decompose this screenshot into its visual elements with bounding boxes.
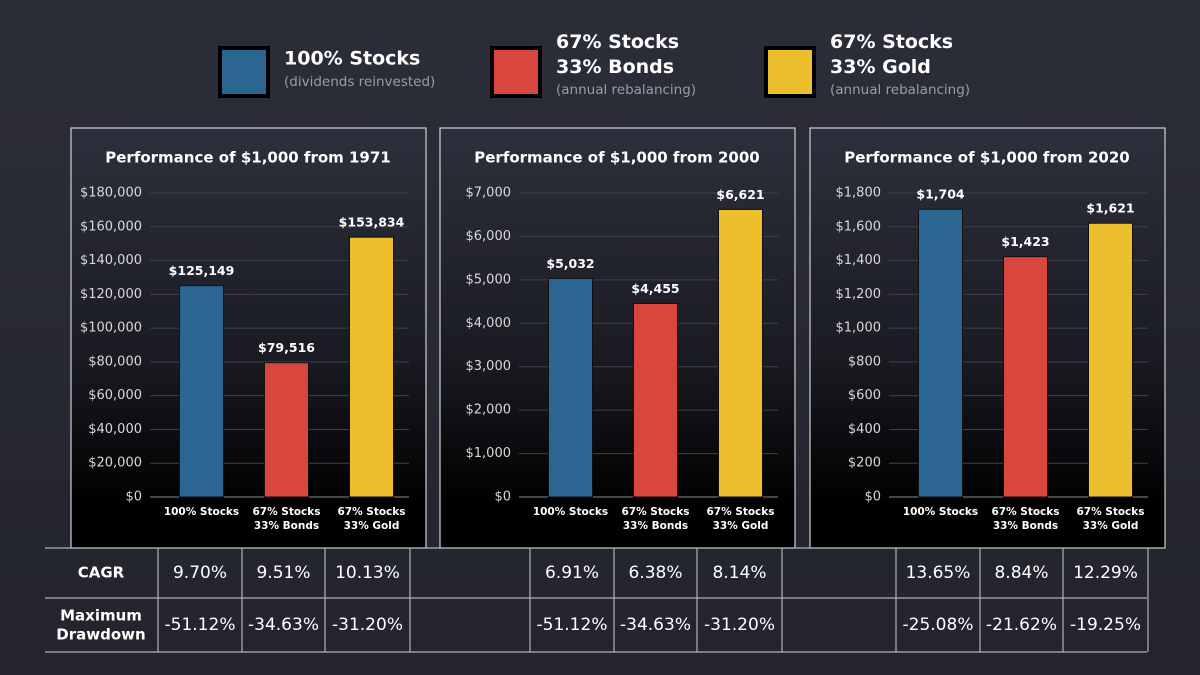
y-tick-label: $7,000	[466, 186, 512, 201]
y-tick-label: $40,000	[88, 422, 142, 437]
y-tick-label: $0	[864, 490, 881, 505]
legend-label: 67% Stocks 33% Gold	[830, 31, 953, 78]
y-tick-label: $5,000	[466, 272, 512, 287]
y-tick-label: $1,600	[836, 219, 882, 234]
y-tick-label: $1,000	[466, 446, 512, 461]
y-tick-label: $140,000	[80, 253, 142, 268]
bar	[1088, 222, 1133, 498]
y-tick-label: $0	[494, 490, 511, 505]
y-tick-label: $60,000	[88, 388, 142, 403]
x-tick-label: 67% Stocks 33% Bonds	[991, 506, 1059, 532]
table-cell: -34.63%	[248, 615, 319, 635]
table-cell: -21.62%	[986, 615, 1057, 635]
legend-label: 100% Stocks	[284, 48, 420, 70]
table-cell: 10.13%	[335, 563, 400, 583]
y-tick-label: $80,000	[88, 354, 142, 369]
table-cell: -31.20%	[332, 615, 403, 635]
x-tick-label: 67% Stocks 33% Gold	[706, 506, 774, 532]
legend-note: (annual rebalancing)	[556, 82, 696, 98]
table-cell: 12.29%	[1073, 563, 1138, 583]
value-label: $153,834	[339, 215, 405, 230]
table-cell: 9.51%	[256, 563, 310, 583]
x-tick-label: 67% Stocks 33% Gold	[337, 506, 405, 532]
table-cell: 6.38%	[628, 563, 682, 583]
table-cell: 9.70%	[173, 563, 227, 583]
bar	[633, 303, 678, 498]
table-cell: -51.12%	[165, 615, 236, 635]
value-label: $125,149	[169, 263, 235, 278]
y-tick-label: $160,000	[80, 219, 142, 234]
value-label: $1,704	[916, 187, 965, 202]
table-cell: -19.25%	[1070, 615, 1141, 635]
legend-note: (annual rebalancing)	[830, 82, 970, 98]
y-tick-label: $2,000	[466, 403, 512, 418]
y-tick-label: $600	[848, 388, 881, 403]
legend-note: (dividends reinvested)	[284, 74, 435, 90]
bar	[918, 208, 963, 498]
y-tick-label: $6,000	[466, 229, 512, 244]
x-tick-label: 67% Stocks 33% Bonds	[252, 506, 320, 532]
value-label: $4,455	[631, 281, 679, 296]
bar	[718, 208, 763, 498]
x-tick-label: 67% Stocks 33% Bonds	[621, 506, 689, 532]
legend-swatch	[764, 46, 816, 98]
row-label: CAGR	[78, 564, 125, 582]
chart-title: Performance of $1,000 from 1971	[105, 149, 391, 167]
x-tick-label: 67% Stocks 33% Gold	[1076, 506, 1144, 532]
table-cell: -34.63%	[620, 615, 691, 635]
y-tick-label: $400	[848, 422, 881, 437]
chart-title: Performance of $1,000 from 2020	[844, 149, 1130, 167]
row-label: Maximum Drawdown	[56, 606, 145, 643]
x-tick-label: 100% Stocks	[903, 506, 978, 518]
y-tick-label: $0	[125, 490, 142, 505]
chart-title: Performance of $1,000 from 2000	[474, 149, 760, 167]
y-tick-label: $120,000	[80, 287, 142, 302]
table-cell: 8.14%	[712, 563, 766, 583]
legend-swatch	[490, 46, 542, 98]
bar	[1003, 256, 1048, 498]
table-cell: -51.12%	[537, 615, 608, 635]
value-label: $79,516	[258, 340, 315, 355]
bar	[349, 236, 394, 498]
table-cell: -25.08%	[903, 615, 974, 635]
x-tick-label: 100% Stocks	[164, 506, 239, 518]
table-cell: 6.91%	[545, 563, 599, 583]
legend-swatch	[218, 46, 270, 98]
bar	[264, 362, 309, 498]
value-label: $1,621	[1086, 201, 1134, 216]
y-tick-label: $1,200	[836, 287, 882, 302]
y-tick-label: $1,000	[836, 321, 882, 336]
x-tick-label: 100% Stocks	[533, 506, 608, 518]
value-label: $5,032	[546, 256, 594, 271]
value-label: $6,621	[716, 187, 764, 202]
table-cell: -31.20%	[704, 615, 775, 635]
legend-label: 67% Stocks 33% Bonds	[556, 31, 679, 78]
y-tick-label: $100,000	[80, 321, 142, 336]
y-tick-label: $200	[848, 456, 881, 471]
y-tick-label: $180,000	[80, 186, 142, 201]
y-tick-label: $3,000	[466, 359, 512, 374]
bar	[548, 277, 593, 498]
y-tick-label: $4,000	[466, 316, 512, 331]
y-tick-label: $1,800	[836, 186, 882, 201]
bar	[179, 285, 224, 498]
y-tick-label: $1,400	[836, 253, 882, 268]
table-cell: 8.84%	[994, 563, 1048, 583]
value-label: $1,423	[1001, 234, 1049, 249]
y-tick-label: $800	[848, 354, 881, 369]
y-tick-label: $20,000	[88, 456, 142, 471]
table-cell: 13.65%	[906, 563, 971, 583]
